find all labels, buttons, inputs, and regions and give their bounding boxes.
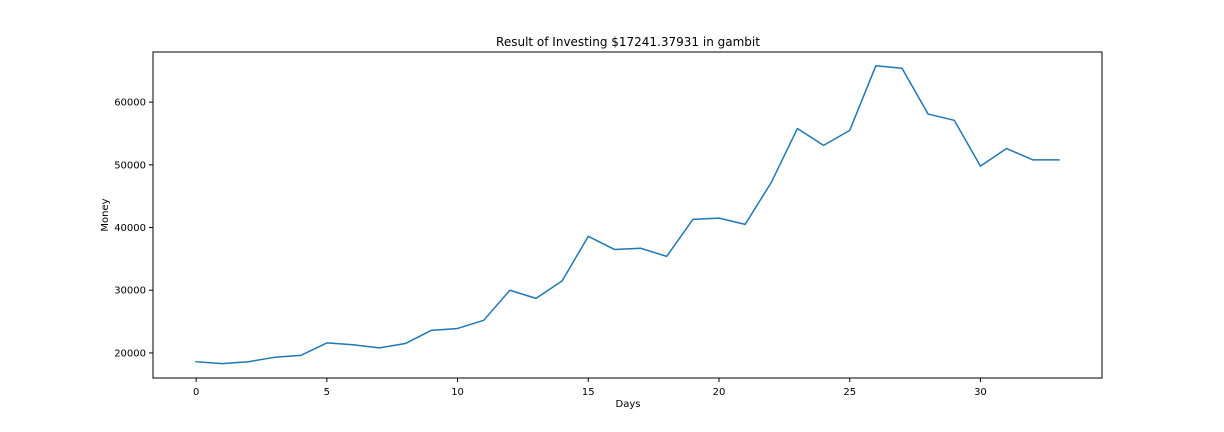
y-tick-label: 40000: [114, 223, 146, 234]
x-tick-label: 5: [324, 387, 330, 398]
x-tick-label: 10: [451, 387, 464, 398]
chart-title: Result of Investing $17241.37931 in gamb…: [496, 35, 760, 49]
x-tick-label: 20: [713, 387, 726, 398]
x-axis-title: Days: [616, 399, 641, 410]
y-axis-ticks: 20000 30000 40000 50000 60000: [114, 98, 153, 359]
y-tick-label: 60000: [114, 98, 146, 109]
y-tick-label: 30000: [114, 286, 146, 297]
series-line: [195, 65, 1060, 365]
x-tick-label: 15: [582, 387, 595, 398]
plot-frame: [152, 51, 1103, 379]
x-axis-ticks: 0 5 10 15 20 25 30: [193, 378, 987, 398]
y-axis-title: Money: [100, 198, 111, 231]
x-tick-label: 0: [193, 387, 199, 398]
y-tick-label: 20000: [114, 348, 146, 359]
series-layer: [195, 65, 1060, 365]
y-tick-label: 50000: [114, 160, 146, 171]
x-tick-label: 25: [843, 387, 856, 398]
x-tick-label: 30: [974, 387, 987, 398]
